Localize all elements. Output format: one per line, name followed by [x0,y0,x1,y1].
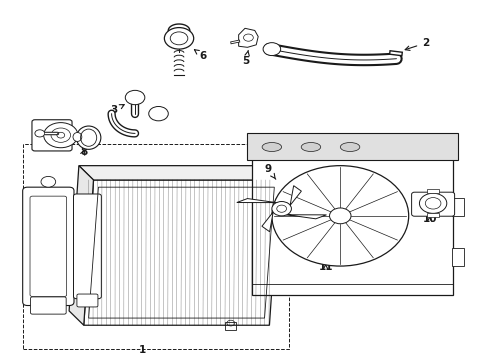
Circle shape [272,166,409,266]
Bar [252,137,453,295]
Circle shape [125,90,145,105]
Text: 11: 11 [318,262,333,272]
Text: 7: 7 [48,141,55,151]
FancyBboxPatch shape [32,120,72,151]
Text: 9: 9 [265,164,276,179]
Bar [247,134,458,160]
Circle shape [35,130,45,137]
FancyBboxPatch shape [74,194,101,299]
Bar [452,198,464,216]
FancyBboxPatch shape [30,297,66,314]
Circle shape [164,28,194,49]
Circle shape [41,176,56,187]
FancyBboxPatch shape [412,192,455,216]
Text: 4: 4 [50,122,57,132]
Polygon shape [239,28,258,47]
Ellipse shape [76,126,101,149]
FancyBboxPatch shape [77,294,98,307]
Ellipse shape [262,143,282,152]
Ellipse shape [340,143,360,152]
Circle shape [149,107,168,121]
Circle shape [44,123,78,148]
Text: 8: 8 [80,147,87,157]
Bar [23,144,289,348]
Bar [452,248,464,266]
Circle shape [419,193,447,213]
Ellipse shape [301,143,321,152]
Circle shape [263,42,281,55]
Polygon shape [69,166,94,325]
Polygon shape [237,199,279,203]
Polygon shape [79,166,279,180]
Ellipse shape [73,132,82,141]
Text: 6: 6 [195,50,207,61]
Circle shape [272,202,292,216]
Polygon shape [290,186,301,207]
Circle shape [330,208,351,224]
FancyBboxPatch shape [23,187,74,306]
Text: 1: 1 [139,345,146,355]
Text: 3: 3 [110,104,124,115]
Bar [225,321,236,329]
Text: 5: 5 [243,50,249,66]
Text: 2: 2 [405,38,429,50]
Bar [427,189,439,193]
Polygon shape [84,180,279,325]
Polygon shape [285,215,326,219]
Bar [427,213,439,217]
Polygon shape [262,211,274,232]
Text: 10: 10 [422,215,437,224]
